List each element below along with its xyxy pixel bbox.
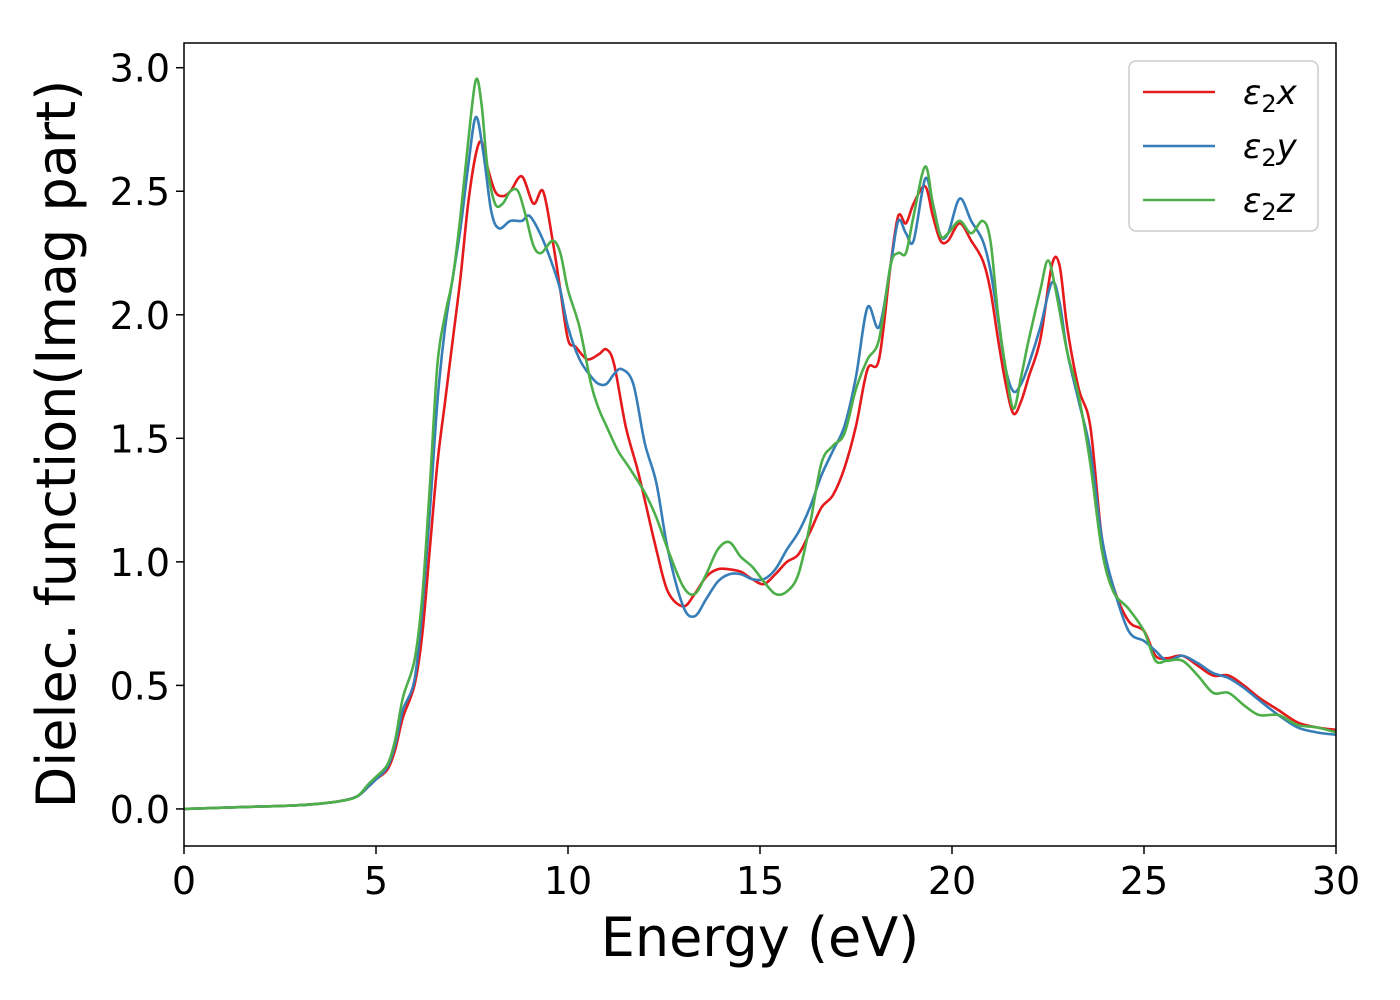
x-tick-label: 25 (1120, 859, 1168, 903)
x-axis-label: Energy (eV) (601, 906, 920, 969)
legend: ε2x ε2y ε2z (1128, 60, 1319, 232)
y-tick-label: 3.0 (110, 47, 170, 91)
legend-box (1128, 60, 1319, 232)
series-line-z (184, 77, 1336, 811)
y-tick-label: 1.5 (110, 417, 170, 461)
x-axis: 0 5 10 15 20 25 30 (172, 846, 1360, 903)
y-axis: 0.0 0.5 1.0 1.5 2.0 2.5 3.0 (110, 47, 184, 832)
y-tick-label: 2.5 (110, 170, 170, 214)
y-tick-label: 0.5 (110, 664, 170, 708)
x-tick-label: 30 (1312, 859, 1360, 903)
x-tick-label: 15 (736, 859, 784, 903)
y-axis-label: Dielec. function(Imag part) (25, 80, 88, 809)
y-tick-label: 0.0 (110, 788, 170, 832)
x-tick-label: 10 (544, 859, 592, 903)
x-tick-label: 20 (928, 859, 976, 903)
x-tick-label: 5 (364, 859, 388, 903)
y-tick-label: 2.0 (110, 294, 170, 338)
y-tick-label: 1.0 (110, 541, 170, 585)
x-tick-label: 0 (172, 859, 196, 903)
series-line-x (184, 140, 1336, 811)
legend-entries: ε2x ε2y ε2z (1143, 73, 1298, 226)
legend-label-x: ε2x (1243, 73, 1298, 118)
legend-label-y: ε2y (1243, 127, 1298, 172)
legend-label-z: ε2z (1243, 181, 1296, 226)
series-layer (184, 77, 1336, 811)
